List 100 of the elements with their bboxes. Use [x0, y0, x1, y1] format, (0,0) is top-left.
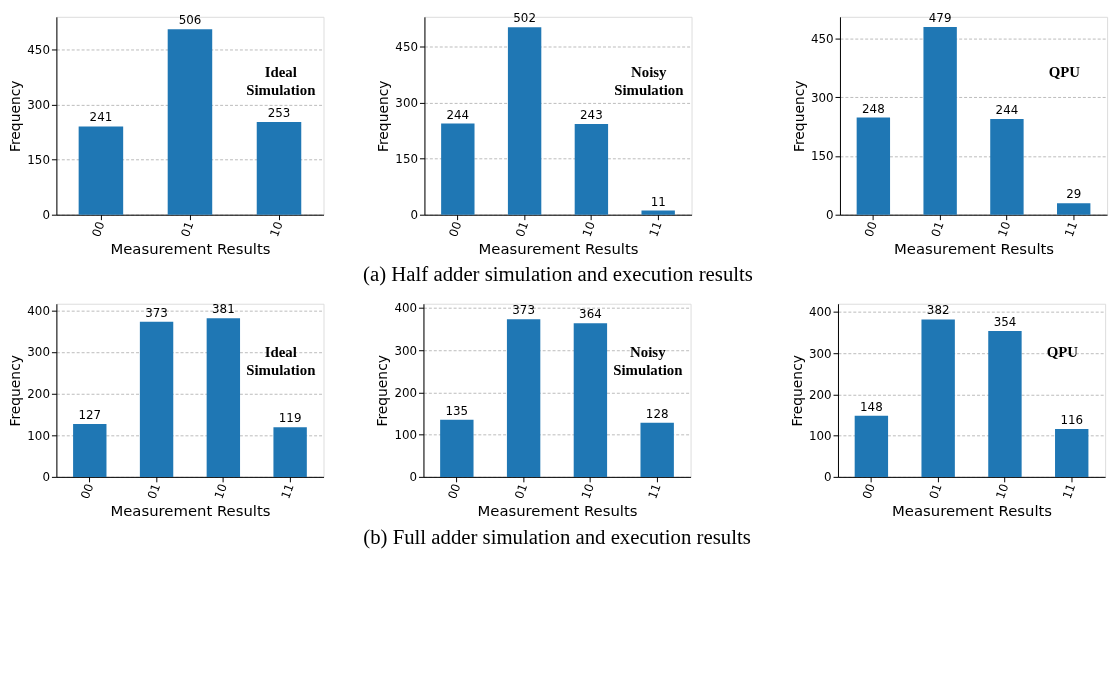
x-axis-title: Measurement Results	[110, 502, 271, 520]
x-axis-title: Measurement Results	[894, 240, 1055, 258]
y-tick-label: 450	[810, 31, 834, 46]
text: (a) Half adder simulation and execution results	[363, 262, 753, 287]
x-tick-label: 10	[995, 219, 1014, 239]
data-label: 506	[178, 13, 202, 28]
bar	[167, 29, 213, 215]
y-tick-label: 400	[394, 301, 418, 316]
bar	[506, 319, 541, 477]
y-tick-label: 200	[27, 387, 50, 402]
y-tick-label: 100	[394, 428, 418, 443]
x-axis-title: Measurement Results	[892, 502, 1053, 520]
y-tick-label: 450	[27, 43, 50, 58]
bar	[206, 318, 241, 477]
x-tick-label: 00	[89, 219, 108, 239]
x-tick-label: 10	[993, 481, 1012, 501]
y-tick-label: 400	[808, 305, 832, 320]
x-axis-title: Measurement Results	[110, 240, 271, 258]
data-label: 381	[212, 302, 235, 317]
data-label: 244	[995, 103, 1019, 118]
x-tick-label: 10	[578, 481, 597, 501]
data-label: 148	[860, 399, 883, 414]
y-tick-label: 150	[27, 153, 50, 168]
bar	[1057, 203, 1091, 215]
data-label: 382	[926, 303, 950, 318]
bar	[1055, 429, 1089, 477]
bar	[854, 415, 889, 477]
text: (b) Full adder simulation and execution results	[363, 524, 751, 549]
x-tick-label: 00	[445, 481, 464, 501]
x-axis-title: Measurement Results	[478, 240, 639, 258]
y-tick-label: 0	[42, 470, 50, 485]
x-tick-label: 11	[278, 481, 297, 501]
data-label: 241	[89, 110, 113, 125]
data-label: 479	[928, 11, 952, 26]
data-label: 248	[862, 101, 885, 116]
data-label: 119	[278, 411, 302, 426]
bar	[988, 330, 1022, 477]
y-tick-label: 300	[27, 98, 50, 113]
y-tick-label: 0	[42, 208, 50, 223]
x-tick-label: 01	[512, 219, 532, 239]
bar	[256, 121, 302, 215]
data-label: 244	[446, 107, 470, 122]
x-tick-label: 00	[859, 481, 878, 501]
bar	[641, 210, 675, 215]
data-label: 373	[145, 305, 168, 320]
x-tick-label: 11	[1061, 219, 1081, 239]
data-label: 354	[993, 315, 1017, 329]
annotation: QPU	[1048, 64, 1081, 81]
data-label: 11	[650, 194, 666, 209]
y-axis-title: Frequency	[375, 80, 392, 153]
y-tick-label: 300	[394, 343, 418, 358]
y-tick-label: 200	[394, 385, 418, 400]
data-label: 243	[580, 108, 603, 123]
x-tick-label: 01	[144, 481, 164, 501]
y-tick-label: 0	[409, 470, 418, 485]
y-axis-title: Frequency	[790, 80, 807, 153]
bar	[990, 119, 1024, 215]
y-tick-label: 100	[808, 429, 832, 444]
bar	[441, 123, 475, 215]
x-tick-label: 01	[511, 481, 531, 501]
y-tick-label: 150	[395, 152, 419, 167]
bar	[856, 117, 891, 215]
y-tick-label: 150	[810, 149, 834, 164]
y-axis-title: Frequency	[7, 80, 24, 153]
y-tick-label: 0	[825, 208, 834, 223]
x-tick-label: 00	[78, 481, 97, 501]
bar	[574, 123, 609, 215]
data-label: 364	[579, 307, 602, 322]
data-label: 135	[445, 403, 469, 418]
x-tick-label: 10	[267, 219, 286, 239]
annotation: Noisy Simulation	[614, 64, 685, 98]
annotation: Ideal Simulation	[246, 64, 317, 98]
bar	[440, 419, 474, 477]
x-tick-label: 11	[1059, 481, 1079, 501]
bar	[139, 321, 174, 477]
data-label: 128	[645, 406, 669, 421]
data-label: 253	[267, 106, 291, 121]
annotation: Ideal Simulation	[246, 344, 317, 378]
y-axis-title: Frequency	[374, 355, 391, 427]
y-tick-label: 0	[824, 470, 832, 485]
x-tick-label: 00	[446, 219, 465, 239]
bar	[923, 27, 957, 215]
y-tick-label: 300	[810, 90, 834, 105]
x-tick-label: 11	[646, 219, 665, 239]
bar	[507, 27, 542, 215]
y-tick-label: 300	[27, 345, 50, 360]
data-label: 29	[1066, 187, 1082, 202]
data-label: 116	[1060, 413, 1084, 428]
x-tick-label: 11	[645, 481, 664, 501]
y-axis-title: Frequency	[788, 355, 805, 427]
annotation: Noisy Simulation	[613, 344, 684, 378]
bar	[78, 126, 124, 215]
bar	[573, 323, 608, 477]
bar	[921, 319, 955, 477]
bar	[273, 427, 307, 477]
x-axis-title: Measurement Results	[477, 502, 638, 520]
x-tick-label: 10	[211, 481, 230, 501]
data-label: 502	[513, 11, 536, 26]
x-tick-label: 00	[861, 219, 880, 239]
bar	[640, 422, 674, 477]
